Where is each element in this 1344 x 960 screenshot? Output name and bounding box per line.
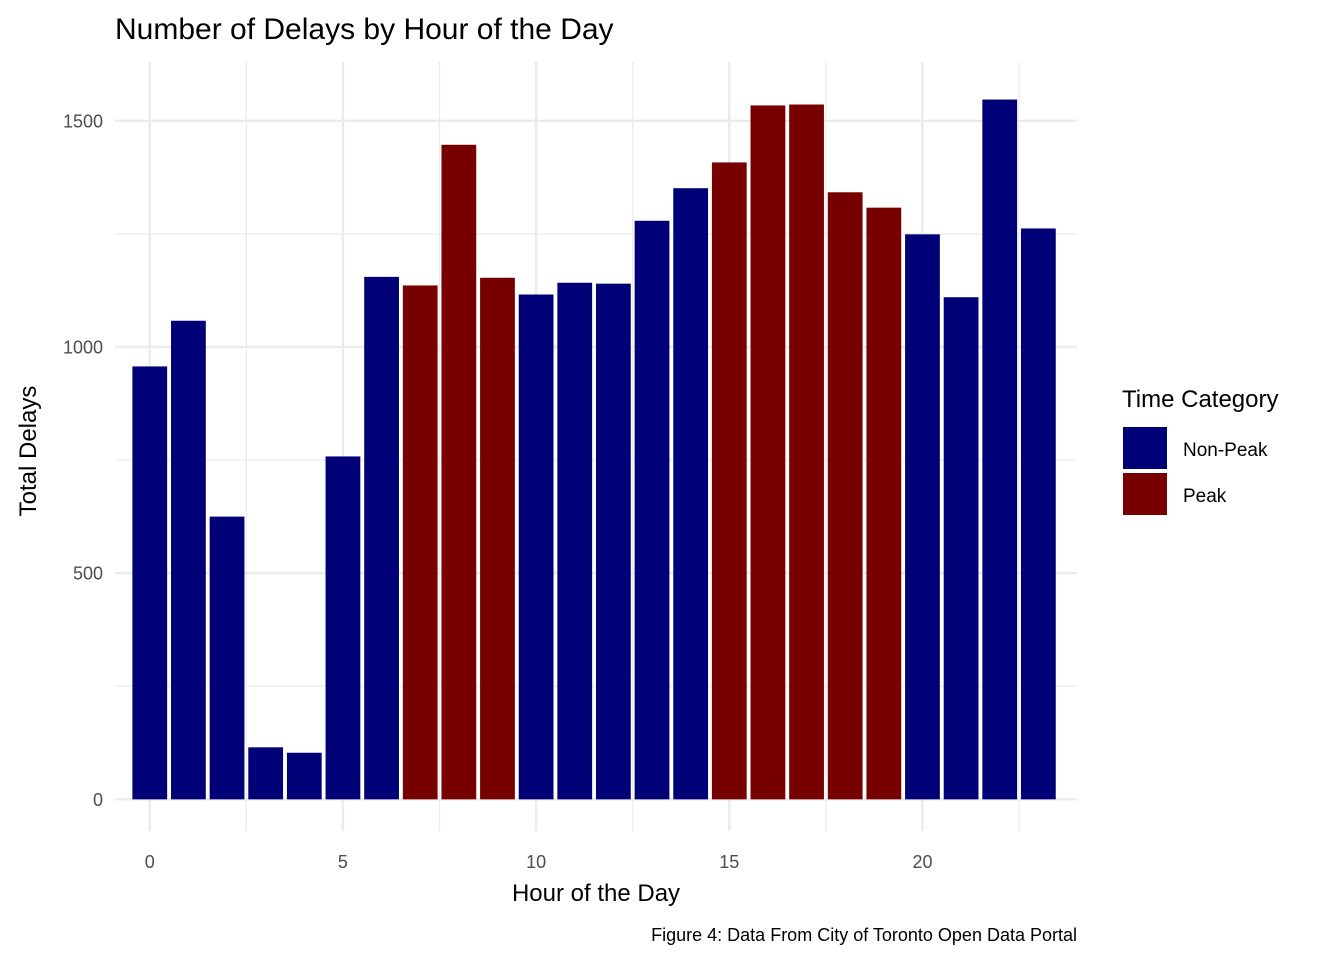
x-tick-label-15: 15 [719,852,739,872]
legend-label-peak: Peak [1183,486,1227,507]
bar-hour-12 [596,284,631,800]
legend-key-peak [1123,473,1167,515]
y-tick-label-0: 0 [93,790,103,810]
bar-hour-16 [751,105,786,799]
bar-hour-19 [866,208,901,800]
bar-hour-0 [132,366,167,799]
bar-hour-13 [635,221,670,800]
x-axis-title: Hour of the Day [512,880,680,907]
chart-caption: Figure 4: Data From City of Toronto Open… [651,925,1077,945]
y-axis-title: Total Delays [15,386,42,517]
bars [132,100,1055,800]
y-tick-label-1000: 1000 [63,337,103,357]
bar-hour-4 [287,753,322,800]
x-tick-label-0: 0 [145,852,155,872]
legend: Time Category Non-Peak Peak [1122,386,1279,515]
legend-label-non-peak: Non-Peak [1183,440,1268,461]
y-tick-label-500: 500 [73,564,103,584]
x-tick-label-10: 10 [526,852,546,872]
x-tick-label-20: 20 [912,852,932,872]
bar-hour-7 [403,285,438,799]
bar-hour-11 [557,283,592,800]
bar-hour-6 [364,277,399,799]
legend-key-non-peak [1123,427,1167,469]
bar-hour-10 [519,295,554,800]
legend-title: Time Category [1122,386,1279,413]
bar-hour-8 [441,145,476,800]
bar-hour-22 [982,100,1017,800]
bar-hour-18 [828,192,863,799]
bar-hour-21 [944,297,979,799]
bar-hour-15 [712,162,747,799]
bar-hour-5 [326,456,361,799]
bar-hour-17 [789,105,824,800]
chart-title: Number of Delays by Hour of the Day [115,13,614,46]
bar-hour-9 [480,278,515,800]
y-tick-label-1500: 1500 [63,111,103,131]
bar-hour-1 [171,321,206,800]
x-tick-label-5: 5 [338,852,348,872]
bar-hour-3 [248,747,283,799]
bar-hour-23 [1021,228,1056,799]
bar-hour-20 [905,234,940,799]
bar-hour-2 [210,517,245,800]
bar-hour-14 [673,188,708,799]
